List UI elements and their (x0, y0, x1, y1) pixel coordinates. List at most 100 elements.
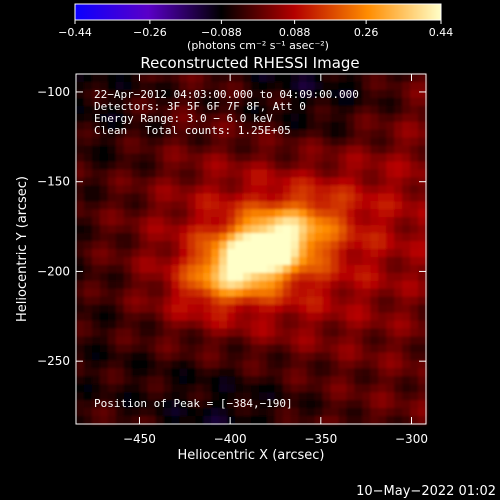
image-pixel (163, 161, 173, 171)
image-pixel (338, 384, 348, 393)
image-pixel (274, 74, 284, 83)
image-pixel (274, 249, 284, 258)
image-pixel (290, 416, 300, 425)
image-pixel (139, 328, 149, 338)
image-pixel (235, 416, 244, 425)
image-pixel (282, 360, 292, 369)
image-pixel (370, 312, 379, 322)
image-pixel (115, 217, 125, 226)
image-pixel (195, 137, 204, 147)
image-pixel (266, 193, 276, 202)
image-pixel (370, 408, 379, 417)
image-pixel (155, 153, 165, 163)
image-pixel (338, 328, 348, 338)
image-pixel (139, 408, 149, 417)
image-pixel (235, 129, 244, 139)
image-pixel (99, 129, 109, 139)
image-pixel (211, 288, 220, 298)
image-pixel (139, 392, 149, 401)
image-pixel (258, 376, 268, 385)
image-pixel (139, 336, 149, 346)
image-pixel (418, 264, 427, 274)
image-pixel (187, 264, 196, 274)
image-pixel (131, 217, 141, 226)
image-pixel (298, 193, 308, 202)
image-pixel (83, 193, 93, 202)
image-pixel (346, 384, 355, 393)
image-pixel (227, 328, 236, 338)
image-pixel (76, 272, 85, 282)
image-pixel (131, 233, 141, 242)
image-pixel (330, 169, 340, 178)
image-pixel (322, 296, 332, 306)
image-pixel (179, 288, 188, 298)
image-pixel (179, 201, 188, 210)
image-pixel (171, 296, 180, 306)
image-pixel (227, 400, 236, 409)
image-pixel (147, 169, 157, 178)
image-pixel (195, 328, 204, 338)
image-pixel (243, 296, 252, 306)
image-pixel (139, 153, 149, 163)
image-pixel (251, 272, 260, 282)
image-pixel (147, 97, 157, 107)
image-pixel (258, 97, 268, 107)
image-pixel (258, 201, 268, 210)
image-pixel (258, 368, 268, 377)
image-pixel (115, 81, 125, 91)
colorbar-units: (photons cm⁻² s⁻¹ asec⁻²) (187, 39, 329, 52)
image-pixel (370, 233, 379, 242)
image-pixel (338, 296, 348, 306)
image-pixel (107, 81, 117, 91)
image-pixel (131, 121, 141, 131)
image-pixel (394, 296, 403, 306)
image-pixel (187, 296, 196, 306)
image-pixel (314, 256, 324, 266)
image-pixel (346, 105, 355, 115)
image-pixel (290, 328, 300, 338)
image-pixel (107, 336, 117, 346)
image-pixel (107, 288, 117, 298)
image-pixel (370, 296, 379, 306)
image-pixel (139, 272, 149, 282)
image-pixel (354, 233, 363, 242)
image-pixel (99, 241, 109, 250)
image-pixel (354, 296, 363, 306)
image-pixel (76, 161, 85, 171)
image-pixel (410, 408, 419, 417)
image-pixel (115, 161, 125, 171)
image-pixel (330, 384, 340, 393)
annotation-energy-range: Energy Range: 3.0 − 6.0 keV (94, 112, 273, 125)
image-pixel (282, 169, 292, 178)
image-pixel (83, 169, 93, 178)
image-pixel (235, 81, 244, 91)
image-pixel (290, 304, 300, 314)
image-pixel (274, 113, 284, 123)
image-pixel (219, 129, 228, 139)
image-pixel (203, 264, 212, 274)
image-pixel (235, 312, 244, 322)
image-pixel (211, 89, 220, 99)
image-pixel (266, 264, 276, 274)
image-pixel (394, 185, 403, 194)
image-pixel (195, 241, 204, 250)
image-pixel (330, 105, 340, 115)
image-pixel (163, 169, 173, 178)
image-pixel (251, 304, 260, 314)
image-pixel (266, 392, 276, 401)
image-pixel (243, 217, 252, 226)
image-pixel (402, 177, 411, 186)
image-pixel (107, 209, 117, 218)
image-pixel (274, 280, 284, 290)
image-pixel (211, 74, 220, 83)
image-pixel (410, 89, 419, 99)
image-pixel (346, 89, 355, 99)
image-pixel (306, 74, 316, 83)
image-pixel (219, 161, 228, 171)
image-pixel (219, 153, 228, 163)
image-pixel (139, 209, 149, 218)
image-pixel (346, 336, 355, 346)
image-pixel (282, 145, 292, 155)
image-pixel (338, 249, 348, 258)
image-pixel (282, 264, 292, 274)
